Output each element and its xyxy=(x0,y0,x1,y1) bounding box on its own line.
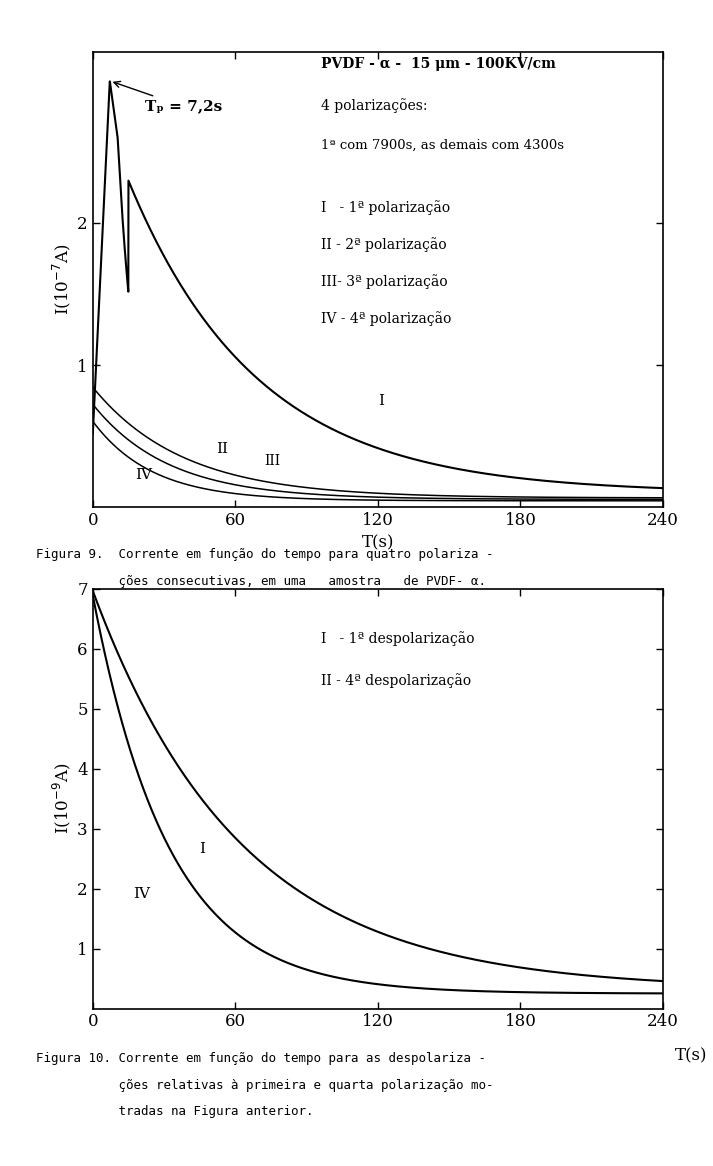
Text: IV - 4ª polarização: IV - 4ª polarização xyxy=(321,311,451,325)
Text: III- 3ª polarização: III- 3ª polarização xyxy=(321,274,448,289)
Text: I   - 1ª despolarização: I - 1ª despolarização xyxy=(321,631,474,646)
Text: II: II xyxy=(216,442,228,456)
Text: 4 polarizações:: 4 polarizações: xyxy=(321,98,427,113)
Text: II - 2ª polarização: II - 2ª polarização xyxy=(321,237,446,252)
Text: IV: IV xyxy=(135,468,153,482)
Text: III: III xyxy=(264,454,280,468)
X-axis label: T(s): T(s) xyxy=(361,535,394,552)
Text: Figura 9.  Corrente em função do tempo para quatro polariza -: Figura 9. Corrente em função do tempo pa… xyxy=(36,548,493,561)
Text: I: I xyxy=(378,394,384,408)
Text: IV: IV xyxy=(133,886,150,900)
Text: II - 4ª despolarização: II - 4ª despolarização xyxy=(321,673,471,688)
Y-axis label: I(10$^{-9}$A): I(10$^{-9}$A) xyxy=(51,763,73,835)
Text: ções relativas à primeira e quarta polarização mo-: ções relativas à primeira e quarta polar… xyxy=(36,1079,493,1091)
Text: T(s): T(s) xyxy=(675,1047,707,1065)
Text: 1ª com 7900s, as demais com 4300s: 1ª com 7900s, as demais com 4300s xyxy=(321,139,564,152)
Text: I: I xyxy=(200,842,205,856)
Text: PVDF - α -  15 μm - 100KV/cm: PVDF - α - 15 μm - 100KV/cm xyxy=(321,57,555,71)
Text: Figura 10. Corrente em função do tempo para as despolariza -: Figura 10. Corrente em função do tempo p… xyxy=(36,1052,486,1065)
Text: ções consecutivas, em uma   amostra   de PVDF- α.: ções consecutivas, em uma amostra de PVD… xyxy=(36,575,486,588)
Y-axis label: I(10$^{-7}$A): I(10$^{-7}$A) xyxy=(51,244,73,316)
Text: I   - 1ª polarização: I - 1ª polarização xyxy=(321,201,450,216)
Text: Tₚ = 7,2s: Tₚ = 7,2s xyxy=(114,82,222,113)
Text: tradas na Figura anterior.: tradas na Figura anterior. xyxy=(36,1105,313,1118)
